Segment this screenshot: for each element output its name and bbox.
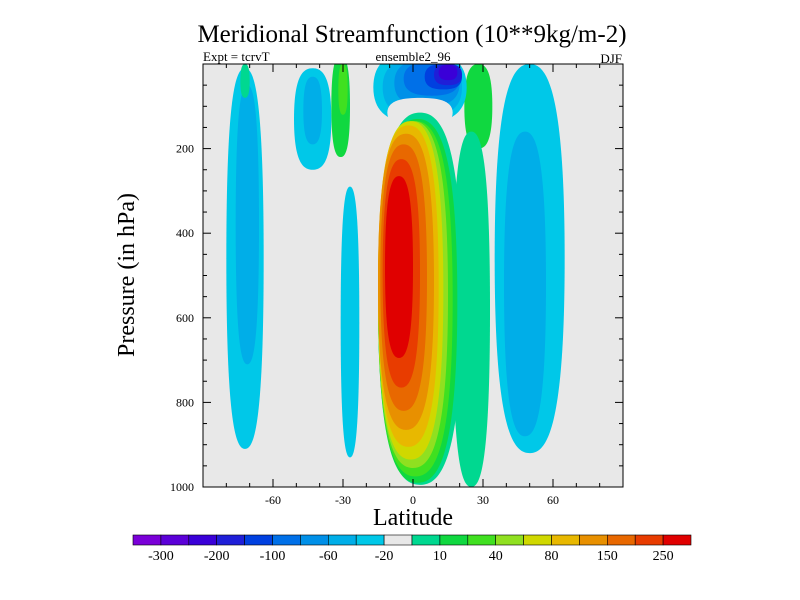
upper-green-right (464, 64, 493, 149)
y-axis: 200 400 600 800 1000 (170, 84, 623, 494)
positive-level-9 (385, 176, 413, 358)
colorbar-swatch (411, 534, 441, 546)
y-tick-label: 600 (176, 311, 194, 325)
colorbar-swatch (495, 534, 524, 546)
colorbar-swatch (606, 534, 636, 546)
colorbar-swatch (383, 534, 413, 546)
nh-negative-inner (504, 131, 546, 437)
y-tick-label: 1000 (170, 480, 194, 494)
colorbar-swatch (523, 534, 552, 546)
y-tick-label: 200 (176, 142, 194, 156)
sh-negative-inner (235, 85, 259, 365)
colorbar-swatch (662, 534, 692, 546)
colorbar-label: -300 (148, 549, 174, 564)
colorbar-swatch (132, 534, 162, 546)
chart-subtitle-right: DJF (600, 51, 622, 66)
y-tick-label: 400 (176, 226, 194, 240)
colorbar-swatch (579, 534, 608, 546)
x-axis-label: Latitude (373, 505, 453, 531)
colorbar-swatch (160, 534, 190, 546)
colorbar: -300 -200 -100 -60 -20 10 40 80 150 250 (132, 534, 692, 564)
upper-sh-negative-inner (303, 76, 322, 145)
colorbar-swatch (551, 534, 580, 546)
colorbar-label: 40 (489, 549, 503, 564)
plot-area (202, 63, 624, 488)
x-tick-label: 30 (477, 493, 489, 507)
colorbar-swatch (439, 534, 469, 546)
colorbar-label: 250 (653, 549, 674, 564)
mid-negative-strip (340, 186, 360, 458)
x-tick-label: -30 (335, 493, 351, 507)
upper-green-mid-inner (338, 64, 348, 115)
colorbar-swatch (272, 534, 301, 546)
colorbar-swatch (244, 534, 273, 546)
colorbar-label: 150 (597, 549, 618, 564)
x-tick-label: 60 (547, 493, 559, 507)
colorbar-swatch (355, 534, 385, 546)
y-axis-label: Pressure (in hPa) (114, 193, 140, 357)
colorbar-swatch (634, 534, 664, 546)
upper-negative-7 (438, 64, 458, 81)
colorbar-swatch (188, 534, 218, 546)
y-tick-label: 800 (176, 395, 194, 409)
upper-green-left (240, 64, 250, 98)
colorbar-swatch (216, 534, 245, 546)
colorbar-label: -60 (319, 549, 338, 564)
colorbar-swatch (467, 534, 496, 546)
colorbar-swatch (327, 534, 357, 546)
colorbar-label: -20 (375, 549, 394, 564)
colorbar-label: -200 (204, 549, 230, 564)
green-branch-down (452, 131, 490, 487)
contour-fills (226, 64, 565, 487)
x-tick-label: 0 (410, 493, 416, 507)
colorbar-label: -100 (260, 549, 286, 564)
colorbar-swatch (300, 534, 329, 546)
colorbar-label: 10 (433, 549, 447, 564)
x-tick-label: -60 (265, 493, 281, 507)
chart-title: Meridional Streamfunction (10**9kg/m-2) (197, 21, 626, 48)
chart-subtitle-left: Expt = tcrvT (203, 49, 270, 64)
chart-subtitle-center: ensemble2_96 (375, 49, 451, 64)
x-axis: -60 -30 0 30 60 (225, 64, 601, 507)
colorbar-label: 80 (545, 549, 559, 564)
